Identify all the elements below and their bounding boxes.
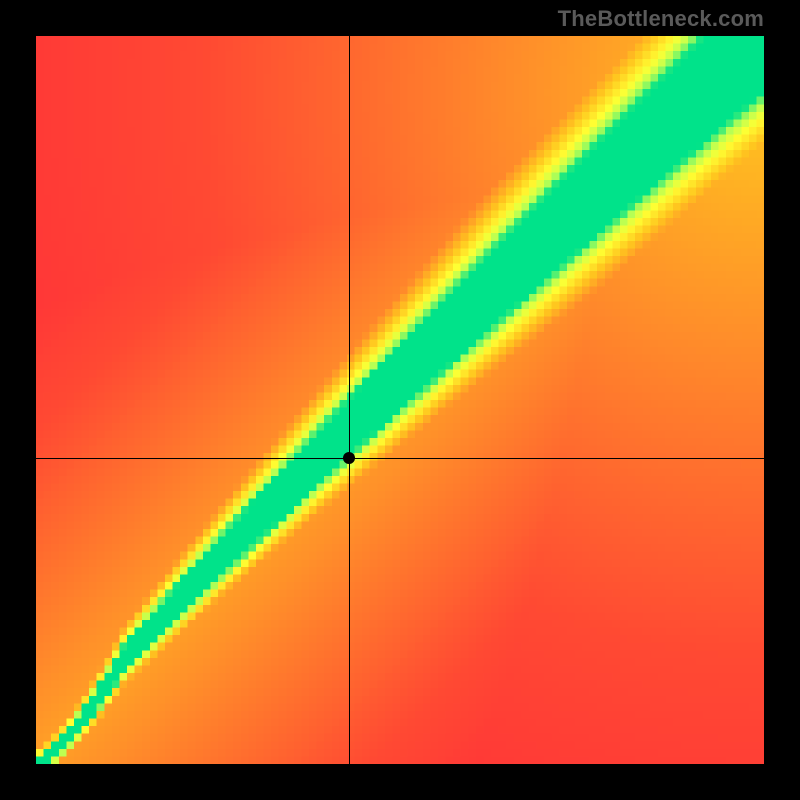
crosshair-horizontal bbox=[36, 458, 764, 459]
crosshair-marker bbox=[343, 452, 355, 464]
crosshair-vertical bbox=[349, 36, 350, 764]
watermark-text: TheBottleneck.com bbox=[558, 6, 764, 32]
bottleneck-heatmap bbox=[36, 36, 764, 764]
